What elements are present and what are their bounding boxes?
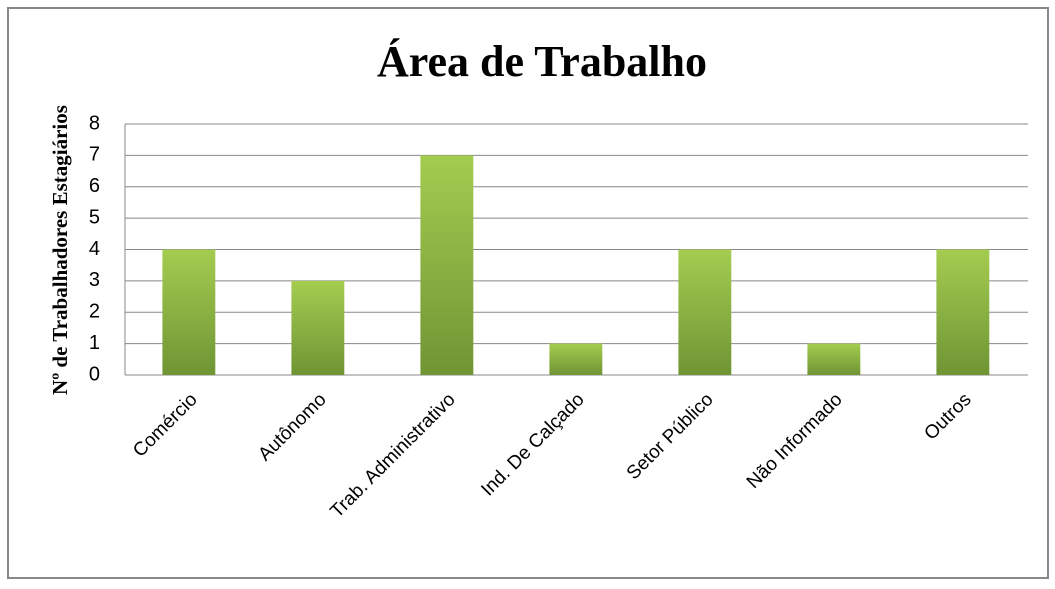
chart-title: Área de Trabalho	[377, 37, 707, 86]
bar	[936, 249, 990, 375]
y-tick-label: 7	[89, 144, 100, 166]
y-tick-label: 3	[89, 269, 100, 291]
bar	[162, 249, 216, 375]
bar	[807, 343, 861, 375]
y-tick-label: 0	[89, 363, 100, 385]
y-tick-label: 5	[89, 206, 100, 228]
bar	[420, 155, 474, 375]
y-tick-label: 6	[89, 175, 100, 197]
y-tick-label: 4	[89, 238, 100, 260]
y-axis-label: Nº de Trabalhadores Estagiários	[48, 105, 72, 395]
bar	[549, 343, 603, 375]
y-tick-label: 2	[89, 301, 100, 323]
bar	[291, 280, 345, 375]
bar	[678, 249, 732, 375]
y-tick-label: 8	[89, 112, 100, 134]
y-tick-label: 1	[89, 332, 100, 354]
